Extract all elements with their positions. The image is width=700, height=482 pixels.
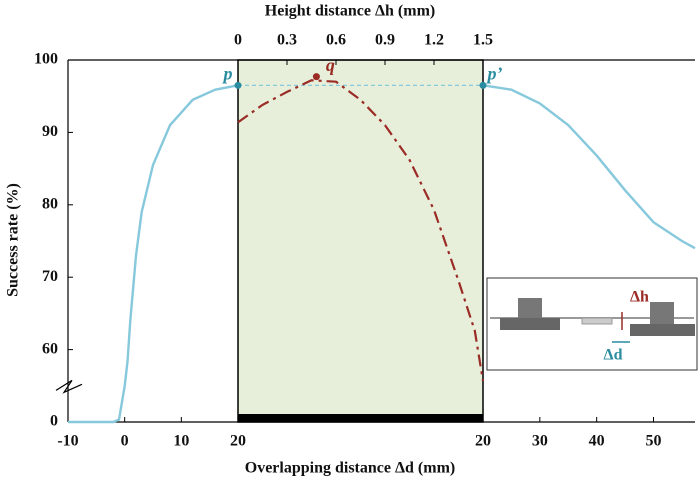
series-line <box>482 84 696 250</box>
x-tick-label: 40 <box>589 433 605 450</box>
annotation-label: p’ <box>486 63 503 83</box>
baseline-bar <box>238 414 483 422</box>
y-tick-label: 70 <box>42 268 58 285</box>
x-tick-label: 0.6 <box>326 32 346 49</box>
x-tick-label: 0 <box>121 433 129 450</box>
annotation-label: p <box>222 63 233 83</box>
y-axis-label: Success rate (%) <box>5 183 22 297</box>
x-tick-label: 20 <box>475 433 491 450</box>
x-tick-label: 50 <box>646 433 662 450</box>
y-tick-label: 60 <box>42 340 58 357</box>
y-tick-label: 90 <box>42 123 58 140</box>
x-tick-label: 0 <box>234 32 242 49</box>
inset: Δh Δd <box>486 277 698 371</box>
series-line <box>68 84 239 424</box>
x-tick-label: 0.9 <box>375 32 395 49</box>
annotation-point <box>312 73 320 81</box>
y-tick-label: 100 <box>34 51 58 68</box>
x-tick-label: 10 <box>173 433 189 450</box>
x-tick-label: 20 <box>230 433 246 450</box>
axis-break <box>55 379 83 394</box>
x2-axis-label: Height distance Δh (mm) <box>265 3 435 20</box>
y-tick-label: 80 <box>42 195 58 212</box>
inset-label: Δd <box>604 347 623 364</box>
x-axis-label: Overlapping distance Δd (mm) <box>245 460 455 477</box>
x-tick-label: 1.5 <box>473 32 493 49</box>
inset-label: Δh <box>630 289 649 306</box>
annotation-point <box>234 81 242 89</box>
x-tick-label: 0.3 <box>277 32 297 49</box>
series-line <box>237 79 485 382</box>
shaded-region <box>237 59 484 423</box>
x-tick-label: 30 <box>532 433 548 450</box>
x-tick-label: -10 <box>57 433 78 450</box>
y-tick-label: 0 <box>50 413 58 430</box>
annotation-label: q <box>326 55 335 75</box>
annotation-point <box>479 81 487 89</box>
x-tick-label: 1.2 <box>424 32 444 49</box>
